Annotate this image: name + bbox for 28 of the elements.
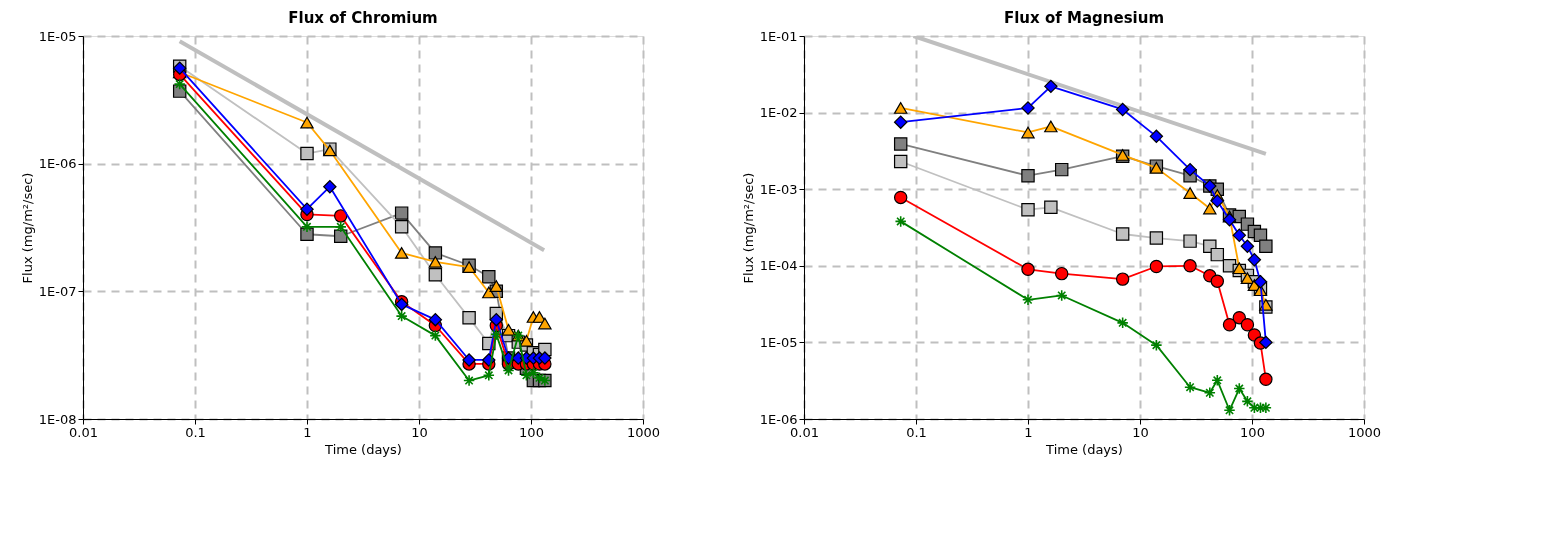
y-tick-label: 1E-08 (38, 411, 77, 427)
y-tick-label: 1E-06 (38, 156, 77, 172)
x-tick-label: 1000 (1347, 424, 1382, 440)
y-tick-label: 1E-03 (759, 181, 798, 197)
y-tick-label: 1E-05 (38, 28, 77, 44)
x-tick-label: 0.1 (185, 424, 206, 440)
x-tick-label: 100 (1240, 424, 1265, 440)
x-tick-label: 0.01 (69, 424, 98, 440)
chart-title: Flux of Chromium (288, 9, 438, 27)
x-tick-label: 0.1 (906, 424, 927, 440)
x-tick-label: 1 (1024, 424, 1033, 440)
chart-title: Flux of Magnesium (1003, 9, 1165, 27)
x-axis-title: Time (days) (1045, 441, 1123, 457)
x-tick-label: 10 (411, 424, 428, 440)
y-tick-label: 1E-02 (759, 105, 798, 121)
y-tick-label: 1E-07 (38, 283, 77, 299)
x-tick-label: 1000 (626, 424, 661, 440)
y-tick-label: 1E-01 (759, 28, 798, 44)
x-tick-label: 10 (1132, 424, 1149, 440)
y-axis-title: Flux (mg/m²/sec) (740, 172, 756, 284)
y-axis-title: Flux (mg/m²/sec) (19, 172, 35, 284)
x-tick-label: 100 (519, 424, 544, 440)
y-tick-label: 1E-05 (759, 334, 798, 350)
y-tick-label: 1E-04 (759, 258, 798, 274)
x-tick-label: 1 (303, 424, 312, 440)
x-axis-title: Time (days) (324, 441, 402, 457)
y-tick-label: 1E-06 (759, 411, 798, 427)
x-tick-label: 0.01 (790, 424, 819, 440)
